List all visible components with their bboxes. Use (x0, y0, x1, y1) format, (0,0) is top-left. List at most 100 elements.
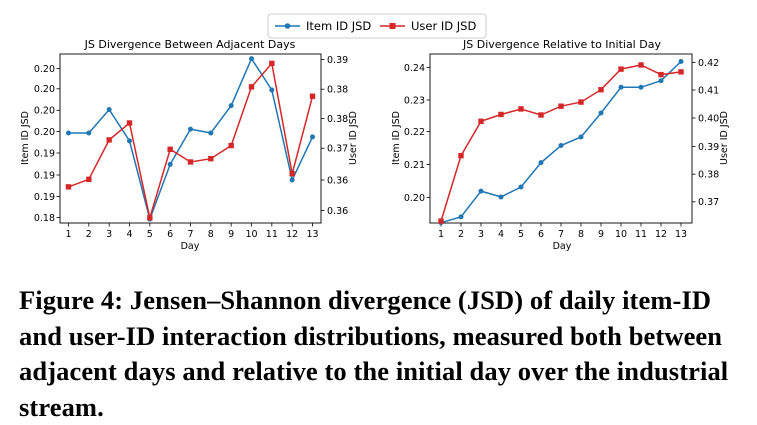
data-point-item (208, 130, 214, 136)
data-point-user (309, 93, 316, 99)
data-point-item (658, 78, 664, 84)
data-point-user (618, 66, 624, 72)
data-point-user (106, 137, 112, 143)
right-tick-label: 0.37 (327, 144, 348, 155)
left-tick-label: 0.19 (34, 170, 55, 181)
data-point-item (228, 103, 234, 109)
y-axis-label-right: User ID JSD (719, 111, 730, 165)
data-point-user (458, 152, 464, 159)
x-tick-label: 8 (578, 229, 584, 240)
left-tick-label: 0.24 (404, 63, 425, 74)
data-point-item (458, 214, 464, 220)
right-tick-label: 0.39 (327, 55, 348, 66)
data-point-user (518, 106, 524, 112)
data-point-item (86, 130, 92, 136)
data-point-item (498, 194, 504, 200)
legend-user-marker (389, 23, 396, 29)
x-tick-label: 2 (86, 229, 92, 240)
x-tick-label: 12 (286, 229, 298, 240)
right-tick-label: 0.38 (327, 114, 348, 125)
data-point-item (618, 84, 624, 90)
data-point-user (248, 84, 255, 90)
data-point-item (127, 138, 132, 144)
series-group (438, 59, 684, 226)
left-tick-label: 0.19 (34, 192, 55, 203)
data-point-user (147, 215, 153, 221)
x-tick-label: 5 (518, 229, 524, 240)
data-point-user (538, 112, 544, 118)
left-tick-label: 0.18 (34, 213, 55, 224)
series-group (65, 56, 316, 222)
series-line-user (68, 61, 314, 219)
plot-frame (429, 53, 693, 224)
x-tick-label: 11 (266, 229, 278, 240)
right-tick-label: 0.38 (698, 170, 719, 181)
data-point-item (106, 107, 112, 113)
x-tick-label: 9 (228, 229, 234, 240)
data-point-item (269, 87, 275, 93)
data-point-user (208, 155, 214, 162)
data-point-item (598, 110, 604, 116)
data-point-item (289, 177, 295, 183)
x-tick-label: 10 (615, 229, 627, 240)
data-point-user (228, 142, 234, 149)
plot-frame (59, 53, 322, 224)
legend-item-marker (284, 23, 291, 29)
left-tick-label: 0.20 (404, 193, 425, 204)
x-tick-label: 8 (208, 229, 214, 240)
x-tick-label: 6 (538, 229, 544, 240)
legend-item-label: Item ID JSD (306, 19, 371, 33)
data-point-item (678, 59, 684, 65)
x-tick-label: 1 (65, 229, 71, 240)
right-tick-label: 0.41 (698, 85, 719, 96)
right-axis-ticks: 0.37 0.38 0.39 0.40 0.41 0.42 (692, 58, 719, 208)
right-tick-label: 0.36 (327, 206, 348, 217)
data-point-user (558, 103, 564, 109)
chart-title: JS Divergence Relative to Initial Day (462, 38, 661, 51)
y-axis-label-left: Item ID JSD (20, 111, 31, 165)
x-axis-ticks: 1 2 3 4 5 6 7 8 9 10 11 12 13 (65, 223, 319, 240)
x-tick-label: 13 (306, 229, 318, 240)
left-tick-label: 0.20 (34, 84, 55, 95)
data-point-item (558, 143, 564, 149)
x-tick-label: 5 (147, 229, 153, 240)
data-point-user (65, 184, 72, 190)
x-axis-label: Day (181, 241, 200, 252)
data-point-item (478, 188, 484, 194)
y-axis-label-right: User ID JSD (348, 111, 359, 165)
x-tick-label: 10 (245, 229, 257, 240)
right-tick-label: 0.40 (698, 113, 719, 124)
data-point-item (310, 134, 315, 140)
data-point-user (438, 218, 444, 224)
right-tick-label: 0.42 (698, 58, 719, 69)
legend-box (267, 13, 487, 39)
data-point-user (658, 71, 664, 78)
data-point-user (167, 146, 173, 152)
right-axis-ticks: 0.39 0.38 0.38 0.37 0.36 0.36 (321, 55, 348, 217)
right-tick-label: 0.39 (698, 142, 719, 153)
data-point-item (66, 130, 71, 136)
left-tick-label: 0.20 (34, 106, 55, 117)
data-point-user (269, 60, 275, 67)
data-point-item (518, 184, 524, 190)
data-point-item (249, 56, 254, 62)
data-point-item (188, 126, 193, 132)
data-point-user (187, 159, 194, 165)
data-point-item (538, 160, 544, 166)
data-point-user (578, 99, 584, 105)
legend-user-label: User ID JSD (411, 19, 476, 33)
x-tick-label: 12 (655, 229, 667, 240)
right-tick-label: 0.38 (327, 85, 348, 96)
x-tick-label: 6 (167, 229, 173, 240)
legend: Item ID JSD User ID JSD (267, 13, 487, 39)
x-tick-label: 7 (187, 229, 193, 240)
data-point-user (289, 171, 295, 177)
x-tick-label: 13 (675, 229, 687, 240)
left-tick-label: 0.20 (34, 127, 55, 138)
left-axis-ticks: 0.20 0.20 0.20 0.20 0.19 0.19 0.19 0.18 (34, 64, 60, 224)
data-point-user (86, 176, 92, 183)
chart-title: JS Divergence Between Adjacent Days (84, 38, 296, 51)
right-tick-label: 0.37 (698, 197, 719, 208)
left-tick-label: 0.19 (34, 148, 55, 159)
x-axis-ticks: 1 2 3 4 5 6 7 8 9 10 11 12 13 (438, 223, 687, 240)
